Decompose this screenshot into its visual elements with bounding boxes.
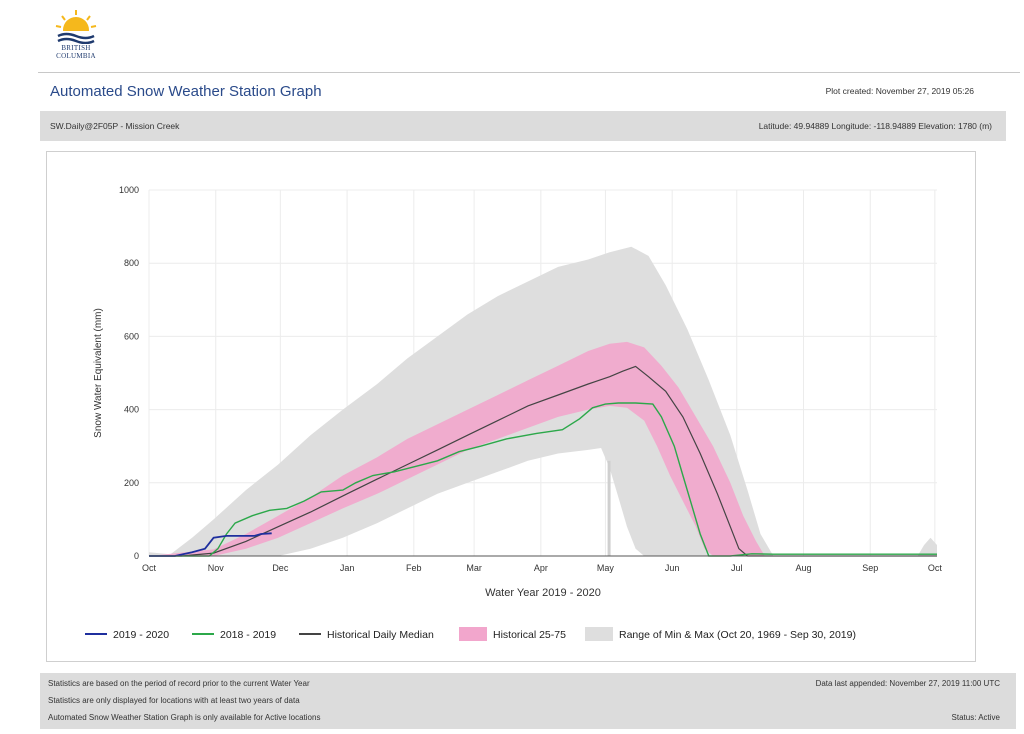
series-2019-2020-line (149, 532, 272, 557)
station-coordinates: Latitude: 49.94889 Longitude: -118.94889… (758, 121, 992, 131)
bc-logo-icon: BRITISH COLUMBIA (44, 8, 124, 64)
y-tick-label: 0 (134, 551, 139, 561)
bc-logo-text: BRITISH COLUMBIA (44, 44, 108, 60)
y-tick-label: 400 (124, 405, 139, 415)
x-tick-label: Jan (340, 563, 355, 573)
x-tick-label: Aug (796, 563, 812, 573)
logo-line-2: COLUMBIA (56, 52, 96, 60)
footer-note-2: Statistics are only displayed for locati… (48, 696, 300, 705)
y-axis-title: Snow Water Equivalent (mm) (93, 308, 104, 438)
data-appended-text: Data last appended: November 27, 2019 11… (815, 679, 1000, 688)
x-tick-label: May (597, 563, 615, 573)
series-2018-2019-line (149, 402, 937, 557)
page-title: Automated Snow Weather Station Graph (50, 83, 322, 100)
x-axis-title: Water Year 2019 - 2020 (485, 587, 601, 599)
legend-historical-median-label: Historical Daily Median (327, 629, 434, 641)
footer-note-1: Statistics are based on the period of re… (48, 679, 310, 688)
x-tick-label: Oct (928, 563, 943, 573)
x-tick-label: Sep (862, 563, 878, 573)
snow-chart-svg: 0 200 400 600 800 1000 Oct Nov Dec Jan Feb Mar Apr Ma… (85, 185, 943, 641)
x-tick-label: Feb (406, 563, 422, 573)
legend-range-min-max-label: Range of Min & Max (Oct 20, 1969 - Sep 3… (619, 629, 856, 641)
x-tick-label: Mar (466, 563, 482, 573)
x-tick-label: Jul (731, 563, 743, 573)
chart-panel: 0 200 400 600 800 1000 Oct Nov Dec Jan Feb Mar Apr Ma… (46, 151, 976, 662)
bc-sun-graphic (55, 10, 97, 45)
footer-bar: Statistics are based on the period of re… (40, 673, 1016, 729)
logo-line-1: BRITISH (61, 44, 91, 52)
range-spike-mark (607, 460, 611, 556)
station-bar: SW.Daily@2F05P - Mission Creek Latitude:… (40, 111, 1006, 141)
historical-25-75-band (149, 341, 937, 556)
legend-historical-25-75-swatch (459, 627, 487, 641)
y-tick-label: 200 (124, 478, 139, 488)
x-tick-label: Nov (208, 563, 225, 573)
historical-median-line (149, 365, 937, 557)
legend-range-min-max-swatch (585, 627, 613, 641)
plot-created-text: Plot created: November 27, 2019 05:26 (825, 86, 974, 96)
y-tick-label: 600 (124, 331, 139, 341)
status-text: Status: Active (951, 713, 1000, 722)
x-tick-label: Dec (272, 563, 289, 573)
x-tick-label: Oct (142, 563, 157, 573)
legend-historical-25-75-label: Historical 25-75 (493, 629, 566, 641)
y-tick-label: 800 (124, 258, 139, 268)
legend-2019-2020-label: 2019 - 2020 (113, 629, 169, 641)
header-divider (38, 72, 1020, 73)
x-tick-label: Jun (665, 563, 680, 573)
legend-2018-2019-label: 2018 - 2019 (220, 629, 276, 641)
y-tick-label: 1000 (119, 185, 139, 195)
x-tick-label: Apr (534, 563, 548, 573)
footer-note-3: Automated Snow Weather Station Graph is … (48, 713, 321, 722)
station-name: SW.Daily@2F05P - Mission Creek (50, 121, 180, 131)
